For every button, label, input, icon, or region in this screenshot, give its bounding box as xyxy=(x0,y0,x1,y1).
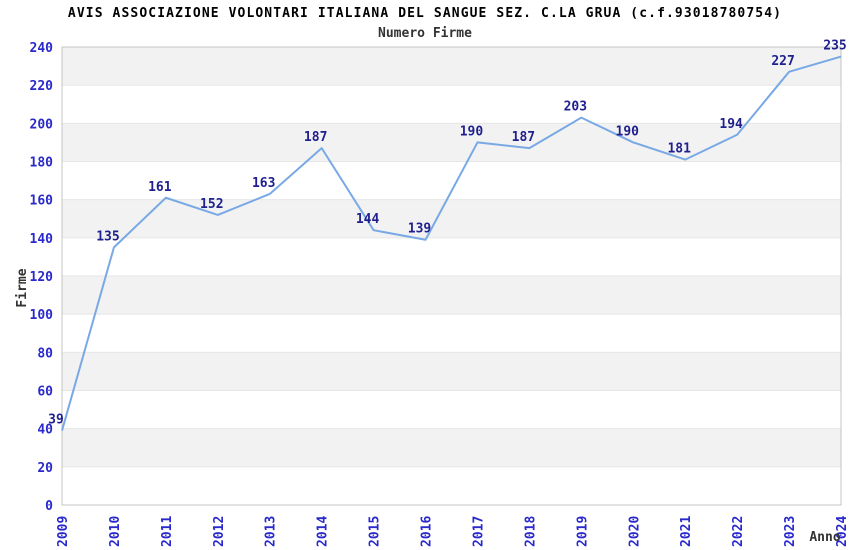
plot-band xyxy=(61,351,842,392)
x-tick-label: 2009 xyxy=(56,516,71,547)
x-tick-label: 2019 xyxy=(575,516,590,547)
value-label: 181 xyxy=(667,142,691,157)
x-tick-label: 2023 xyxy=(783,516,798,547)
value-label: 163 xyxy=(252,176,275,191)
y-tick-label: 80 xyxy=(37,346,53,361)
x-axis-title: Anno xyxy=(809,530,840,545)
y-tick-label: 60 xyxy=(37,385,53,400)
x-tick-label: 2022 xyxy=(731,516,746,547)
value-label: 152 xyxy=(200,197,223,212)
x-tick-label: 2015 xyxy=(368,516,383,547)
y-tick-label: 20 xyxy=(37,461,53,476)
plot-band xyxy=(61,46,842,86)
y-axis-title: Firme xyxy=(15,268,30,307)
plot-band xyxy=(61,122,842,163)
y-tick-label: 0 xyxy=(45,499,53,514)
y-tick-label: 200 xyxy=(30,117,54,132)
series-line xyxy=(61,55,842,431)
y-tick-label: 180 xyxy=(30,156,54,171)
value-label: 135 xyxy=(96,229,119,244)
chart-subtitle: Numero Firme xyxy=(378,26,472,41)
value-label: 187 xyxy=(512,130,535,145)
x-tick-label: 2024 xyxy=(835,516,850,547)
value-label: 161 xyxy=(148,180,172,195)
plot-band xyxy=(61,199,842,239)
y-tick-label: 240 xyxy=(30,41,54,56)
x-tick-label: 2016 xyxy=(420,516,435,547)
x-tick-label: 2020 xyxy=(627,516,642,547)
value-label: 194 xyxy=(719,117,743,132)
value-label: 203 xyxy=(564,100,587,115)
y-tick-label: 120 xyxy=(30,270,54,285)
value-label: 227 xyxy=(771,54,794,69)
value-label: 139 xyxy=(408,222,431,237)
plot-border xyxy=(61,46,842,506)
x-tick-label: 2017 xyxy=(471,516,486,547)
value-label: 235 xyxy=(823,39,846,54)
y-tick-label: 100 xyxy=(30,308,54,323)
x-tick-label: 2018 xyxy=(523,516,538,547)
x-tick-label: 2011 xyxy=(160,516,175,547)
y-tick-label: 40 xyxy=(37,423,53,438)
value-label: 39 xyxy=(48,413,64,428)
y-tick-label: 140 xyxy=(30,232,54,247)
x-tick-label: 2014 xyxy=(316,516,331,547)
y-tick-label: 220 xyxy=(30,79,54,94)
value-label: 187 xyxy=(304,130,327,145)
y-tick-label: 160 xyxy=(30,194,54,209)
x-tick-label: 2010 xyxy=(108,516,123,547)
plot-band xyxy=(61,428,842,468)
chart-title: AVIS ASSOCIAZIONE VOLONTARI ITALIANA DEL… xyxy=(67,6,783,21)
x-tick-label: 2013 xyxy=(264,516,279,547)
value-label: 190 xyxy=(460,124,484,139)
value-label: 190 xyxy=(616,124,640,139)
value-label: 144 xyxy=(356,212,380,227)
plot-band xyxy=(61,275,842,315)
x-tick-label: 2012 xyxy=(212,516,227,547)
x-tick-label: 2021 xyxy=(679,516,694,547)
